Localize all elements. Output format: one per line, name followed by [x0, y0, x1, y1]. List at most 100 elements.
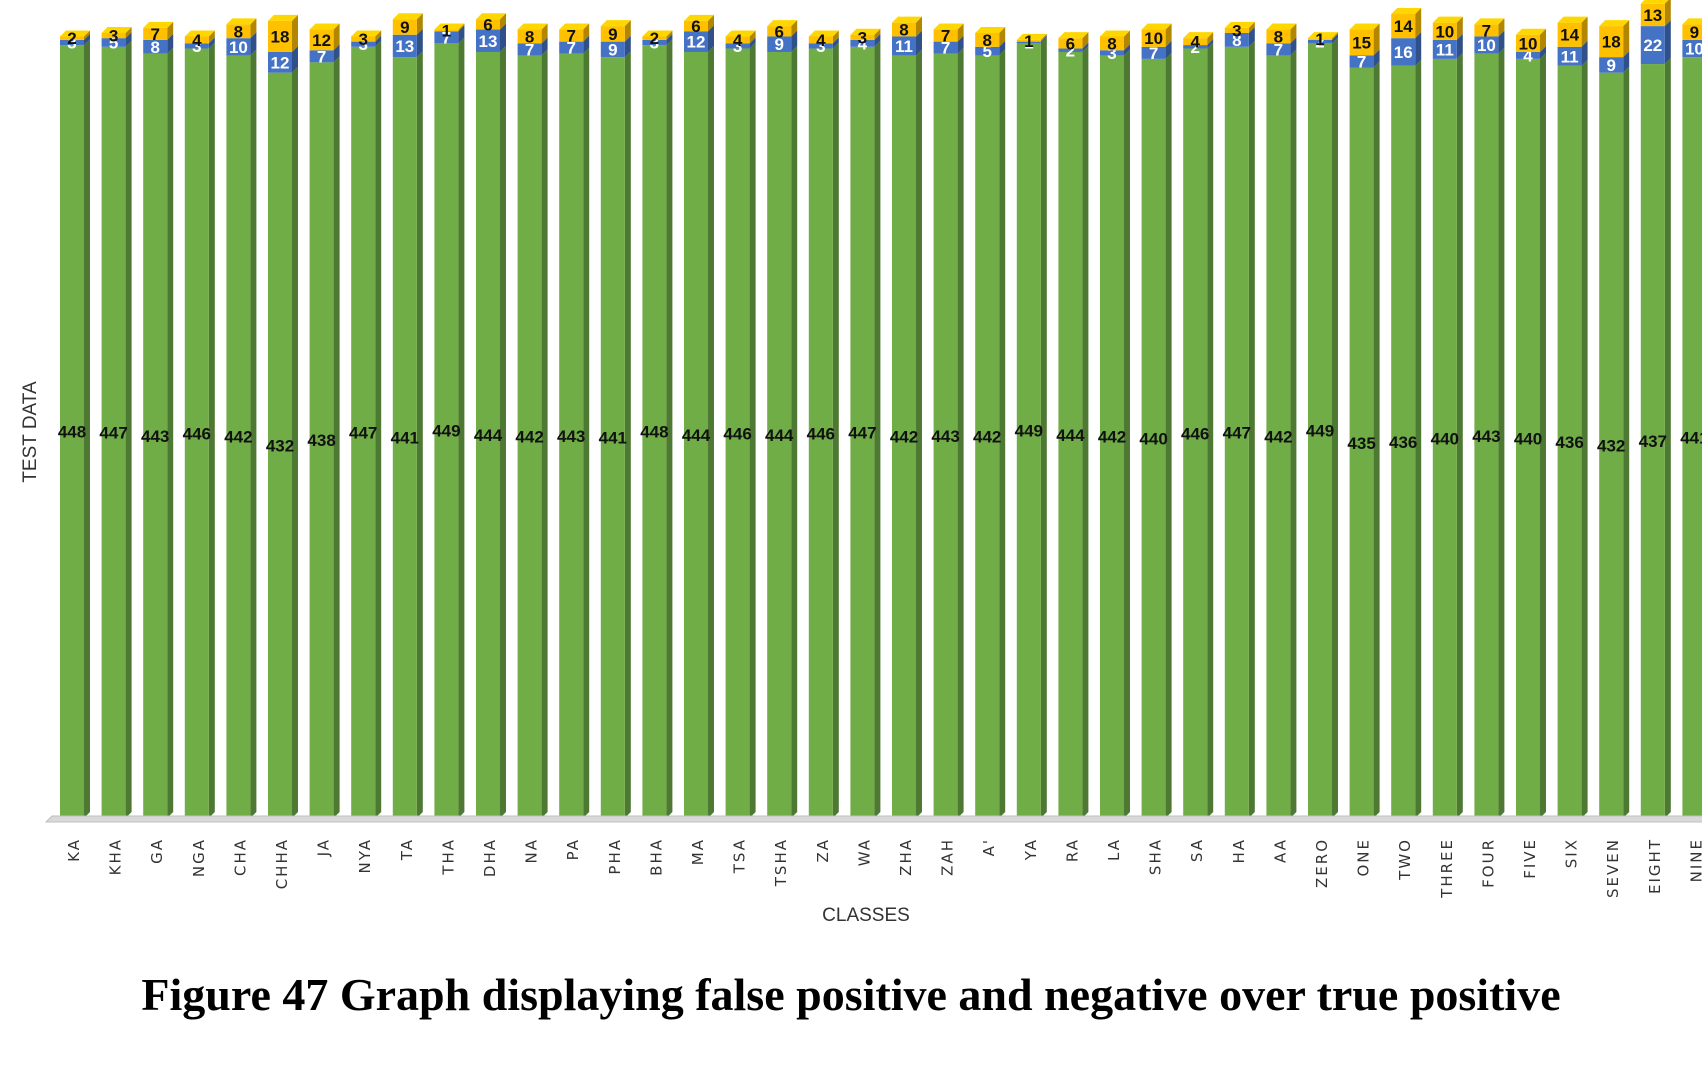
- data-label: 440: [1431, 429, 1459, 448]
- x-tick-label: TSA: [731, 838, 749, 874]
- bar-segment: [434, 43, 459, 819]
- bar-side: [749, 30, 756, 44]
- data-label: 8: [982, 31, 991, 50]
- bar-stack-la: 442 38: [1098, 30, 1130, 818]
- bar-stack-ha: 447 83: [1223, 21, 1255, 819]
- bar-stack-five: 440 410: [1514, 28, 1546, 818]
- bar-side: [1664, 58, 1671, 819]
- bar-stack-two: 436 16 14: [1389, 8, 1422, 819]
- x-tick-label: MA: [689, 838, 707, 865]
- data-label: 13: [479, 32, 498, 51]
- data-label: 3: [358, 30, 367, 49]
- data-label: 7: [442, 28, 451, 47]
- x-tick-label: NA: [523, 838, 541, 863]
- bar-side: [333, 44, 340, 63]
- bar-stack-pha: 441 99: [599, 20, 631, 818]
- bar-side: [84, 30, 90, 40]
- bar-segment: [143, 39, 168, 54]
- data-label: 8: [525, 27, 534, 46]
- bar-side: [791, 30, 798, 52]
- bar-top: [226, 18, 257, 25]
- bar-segment: [1349, 29, 1374, 56]
- data-label: 444: [682, 426, 711, 445]
- bar-stack-ta: 441 139: [391, 13, 423, 818]
- bar-side: [1207, 32, 1214, 46]
- data-label: 3: [67, 33, 76, 52]
- bar-stack-ma: 444 126: [682, 14, 714, 818]
- bar-segment: [808, 48, 833, 819]
- bar-segment: [684, 20, 708, 32]
- bar-side: [250, 32, 257, 56]
- bar-stack-za: 446 34: [807, 30, 839, 819]
- y-axis-title: TEST DATA: [20, 381, 41, 483]
- data-label: 7: [566, 39, 575, 58]
- bar-top: [101, 27, 132, 33]
- data-label: 447: [99, 423, 127, 442]
- bar-segment: [1391, 38, 1416, 66]
- bar-segment: [1557, 46, 1582, 66]
- bar-top: [60, 30, 90, 37]
- bar-stack-kha: 447 53: [99, 27, 132, 819]
- data-label: 3: [1232, 21, 1241, 40]
- bar-segment: [1308, 38, 1332, 40]
- bar-side: [1373, 49, 1380, 68]
- bar-stack-bha: 448 32: [640, 29, 673, 819]
- data-label: 6: [691, 17, 700, 36]
- bar-top: [1141, 23, 1172, 30]
- x-tick-label: THA: [439, 838, 457, 876]
- data-label: 1: [1024, 33, 1033, 52]
- x-tick-label: YA: [1022, 838, 1040, 861]
- bar-side: [666, 39, 673, 819]
- data-label: 5: [109, 33, 118, 52]
- data-label: 436: [1389, 433, 1417, 452]
- data-label: 1: [1315, 30, 1324, 49]
- bar-side: [500, 13, 506, 30]
- bar-segment: [1391, 65, 1416, 819]
- bar-side: [1415, 8, 1422, 39]
- x-tick-label: FIVE: [1521, 838, 1539, 879]
- data-label: 440: [1514, 429, 1542, 448]
- bar-side: [292, 45, 298, 73]
- bar-side: [1456, 33, 1463, 59]
- bar-side: [375, 40, 382, 819]
- data-label: 9: [608, 40, 617, 59]
- bar-segment: [1557, 22, 1582, 47]
- bar-side: [791, 20, 798, 37]
- x-tick-label: PHA: [606, 838, 624, 875]
- bar-segment: [434, 31, 459, 44]
- bar-top: [600, 20, 631, 27]
- bar-segment: [143, 27, 168, 40]
- bar-top: [892, 16, 922, 23]
- bar-segment: [1474, 36, 1499, 54]
- bar-segment: [559, 41, 584, 54]
- bar-segment: [600, 41, 625, 58]
- data-label: 8: [1274, 27, 1283, 46]
- bar-segment: [933, 29, 958, 42]
- bar-segment: [642, 39, 667, 46]
- bar-segment: [60, 39, 84, 46]
- data-label: 10: [1477, 36, 1496, 55]
- bar-side: [874, 28, 881, 40]
- data-label: 447: [349, 423, 377, 442]
- data-label: 441: [391, 429, 419, 448]
- bar-side: [1165, 23, 1172, 47]
- bar-side: [125, 40, 132, 819]
- data-label: 10: [1435, 22, 1454, 41]
- bar-side: [1082, 42, 1089, 52]
- bar-segment: [1016, 41, 1041, 44]
- bar-side: [84, 39, 90, 819]
- data-label: 432: [266, 436, 294, 455]
- bar-side: [125, 27, 132, 39]
- bar-top: [559, 23, 590, 30]
- data-label: 4: [858, 34, 868, 53]
- data-label: 5: [982, 42, 991, 61]
- data-label: 440: [1139, 429, 1167, 448]
- bar-segment: [975, 55, 1000, 818]
- bar-side: [500, 23, 506, 52]
- x-tick-label: ZHA: [897, 838, 915, 876]
- x-tick-label: CHA: [231, 838, 249, 876]
- bar-segment: [1224, 46, 1249, 819]
- data-label: 446: [1181, 424, 1209, 443]
- data-label: 7: [566, 27, 575, 46]
- bar-side: [208, 30, 215, 44]
